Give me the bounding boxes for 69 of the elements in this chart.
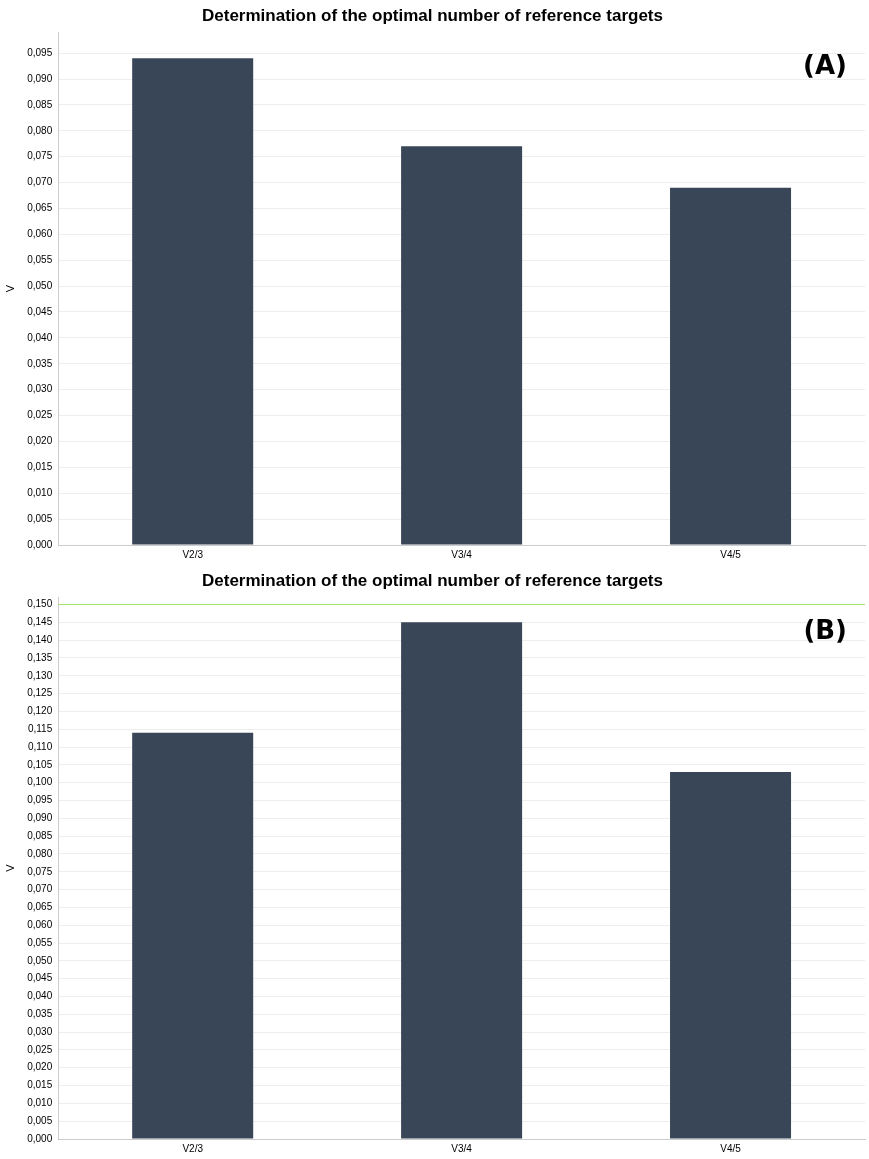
y-tick-label: 0,105 [27,758,53,770]
y-tick-label: 0,095 [27,794,53,806]
y-tick-label: 0,085 [27,98,53,110]
y-tick-label: 0,085 [27,829,53,841]
y-tick-label: 0,030 [27,383,53,395]
y-tick-label: 0,025 [27,409,53,421]
y-tick-label: 0,035 [27,1008,53,1020]
y-tick-label: 0,020 [27,1061,53,1073]
y-tick-label: 0,065 [27,901,53,913]
y-tick-label: 0,040 [27,331,53,343]
y-tick-label: 0,030 [27,1025,53,1037]
y-tick-label: 0,015 [27,1079,53,1091]
y-tick-label: 0,000 [27,538,53,550]
y-tick-label: 0,040 [27,990,53,1002]
y-tick-label: 0,095 [27,46,53,58]
bar [401,622,523,1139]
y-tick-label: 0,045 [27,305,53,317]
y-tick-label: 0,055 [27,253,53,265]
x-tick-label: V2/3 [182,1142,204,1154]
y-tick-label: 0,120 [27,705,53,717]
bar [132,58,254,545]
y-tick-label: 0,080 [27,124,53,136]
x-tick-label: V3/4 [451,548,473,560]
y-tick-label: 0,010 [27,486,53,498]
bar [670,187,792,545]
y-tick-label: 0,150 [27,598,53,610]
y-tick-label: 0,015 [27,461,53,473]
chart-title: Determination of the optimal number of reference targets [202,570,663,590]
annotation: (A) [803,50,847,81]
y-tick-label: 0,010 [27,1097,53,1109]
bar [132,732,254,1139]
bar [401,146,523,545]
chart-title: Determination of the optimal number of reference targets [202,5,663,25]
y-tick-label: 0,080 [27,847,53,859]
y-tick-label: 0,145 [27,616,53,628]
y-tick-label: 0,005 [27,512,53,524]
y-axis-title: V [3,863,16,872]
y-tick-label: 0,070 [27,883,53,895]
y-tick-label: 0,060 [27,228,53,240]
y-tick-label: 0,115 [27,722,53,734]
y-axis-title: V [3,284,16,293]
y-tick-label: 0,075 [27,150,53,162]
y-tick-label: 0,035 [27,357,53,369]
y-tick-label: 0,050 [27,279,53,291]
y-tick-label: 0,070 [27,176,53,188]
y-tick-label: 0,090 [27,72,53,84]
y-tick-label: 0,075 [27,865,53,877]
y-tick-label: 0,050 [27,954,53,966]
y-tick-label: 0,135 [27,651,53,663]
y-tick-label: 0,110 [27,740,53,752]
bar [670,772,792,1139]
y-tick-label: 0,125 [27,687,53,699]
x-tick-label: V3/4 [451,1142,473,1154]
y-tick-label: 0,045 [27,972,53,984]
y-tick-label: 0,100 [27,776,53,788]
y-tick-label: 0,020 [27,435,53,447]
x-tick-label: V4/5 [720,1142,742,1154]
y-tick-label: 0,140 [27,633,53,645]
annotation: (B) [803,615,847,646]
x-tick-label: V2/3 [182,548,204,560]
y-tick-label: 0,025 [27,1043,53,1055]
x-tick-label: V4/5 [720,548,742,560]
y-tick-label: 0,055 [27,936,53,948]
y-tick-label: 0,060 [27,918,53,930]
y-tick-label: 0,065 [27,202,53,214]
y-tick-label: 0,090 [27,812,53,824]
y-tick-label: 0,005 [27,1114,53,1126]
y-tick-label: 0,000 [27,1132,53,1144]
y-tick-label: 0,130 [27,669,53,681]
